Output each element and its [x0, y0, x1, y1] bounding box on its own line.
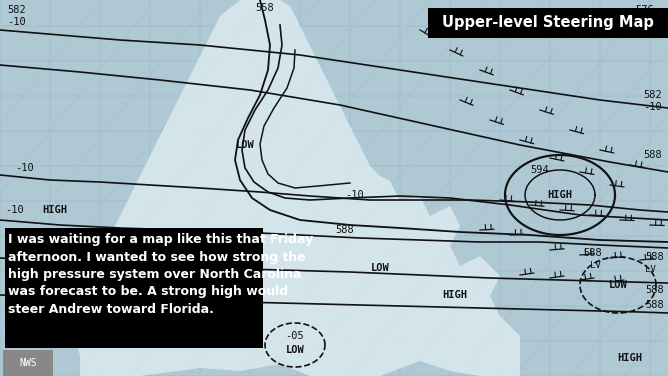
Text: 558: 558: [256, 3, 275, 13]
Text: 582: 582: [7, 5, 26, 15]
Text: Upper-level Steering Map: Upper-level Steering Map: [442, 15, 654, 29]
Text: -10: -10: [5, 205, 24, 215]
Text: HIGH: HIGH: [617, 353, 643, 363]
Text: HIGH: HIGH: [548, 190, 572, 200]
Text: 588: 588: [335, 225, 355, 235]
Text: 588: 588: [646, 285, 665, 295]
FancyBboxPatch shape: [3, 350, 53, 376]
Text: LOW: LOW: [609, 280, 627, 290]
Text: -05: -05: [286, 331, 305, 341]
Text: LV: LV: [590, 261, 601, 270]
Text: NWS: NWS: [19, 358, 37, 368]
Text: 588: 588: [644, 150, 663, 160]
Text: I was waiting for a map like this that Friday
afternoon. I wanted to see how str: I was waiting for a map like this that F…: [8, 233, 313, 316]
Text: LV: LV: [645, 265, 655, 274]
Text: 588: 588: [646, 300, 665, 310]
FancyBboxPatch shape: [428, 8, 668, 38]
Text: 582: 582: [644, 90, 663, 100]
Text: HIGH: HIGH: [442, 290, 468, 300]
Text: -10: -10: [15, 163, 34, 173]
Text: HIGH: HIGH: [43, 205, 67, 215]
Polygon shape: [70, 0, 520, 376]
Text: 576: 576: [636, 5, 655, 15]
Text: LOW: LOW: [286, 345, 305, 355]
Text: LOW: LOW: [371, 263, 389, 273]
Text: HIGH: HIGH: [222, 293, 248, 303]
Text: -10: -10: [644, 102, 663, 112]
FancyBboxPatch shape: [5, 228, 263, 348]
Text: LOW: LOW: [236, 140, 255, 150]
Text: 588: 588: [646, 252, 665, 262]
Text: 594: 594: [530, 165, 549, 175]
Text: 588: 588: [584, 248, 603, 258]
Text: -10: -10: [345, 190, 364, 200]
Text: -10: -10: [7, 17, 26, 27]
